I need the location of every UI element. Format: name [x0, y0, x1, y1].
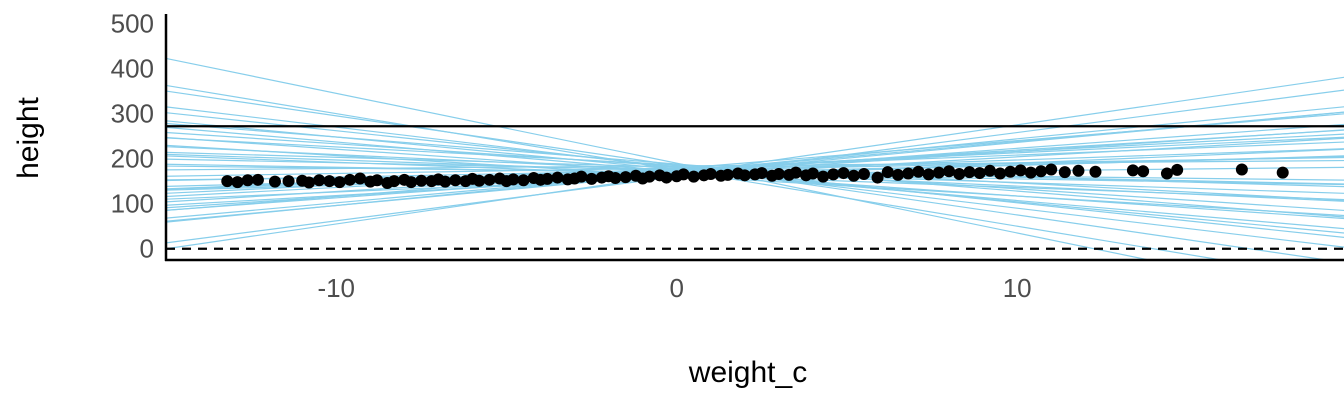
data-point-61: [772, 167, 785, 180]
y-tick-label: 200: [111, 144, 154, 174]
data-point-74: [902, 167, 915, 180]
data-point-97: [1276, 166, 1289, 179]
y-axis-label: height: [12, 96, 45, 178]
x-tick-label: 10: [1003, 273, 1032, 303]
y-tick-label: 400: [111, 54, 154, 84]
x-ticks: -10 0 10: [317, 273, 1031, 303]
data-point-65: [806, 167, 819, 180]
prior-line-2: [166, 76, 1344, 250]
data-point-30: [507, 173, 520, 186]
data-point-85: [1014, 164, 1027, 177]
data-point-77: [932, 166, 945, 179]
plot-area: [166, 57, 1344, 260]
data-point-22: [439, 175, 452, 188]
data-point-72: [881, 166, 894, 179]
data-point-2: [241, 174, 254, 187]
data-point-31: [517, 174, 530, 187]
data-point-69: [847, 169, 860, 182]
data-point-43: [619, 171, 632, 184]
y-tick-label: 500: [111, 9, 154, 39]
data-point-5: [282, 175, 295, 188]
data-point-55: [721, 168, 734, 181]
data-points: [221, 163, 1289, 189]
data-point-59: [755, 167, 768, 180]
y-tick-label: 100: [111, 189, 154, 219]
data-point-48: [660, 171, 673, 184]
data-point-75: [912, 165, 925, 178]
reference-lines: [166, 125, 1344, 250]
data-point-87: [1034, 165, 1047, 178]
data-point-82: [983, 164, 996, 177]
data-point-92: [1126, 164, 1139, 177]
data-point-27: [483, 173, 496, 186]
data-point-38: [575, 170, 588, 183]
data-point-34: [541, 172, 554, 185]
data-point-68: [837, 167, 850, 180]
data-point-84: [1004, 165, 1017, 178]
data-point-19: [415, 174, 428, 187]
data-point-23: [449, 174, 462, 187]
x-tick-label: -10: [317, 273, 355, 303]
data-point-8: [313, 174, 326, 187]
prior-line-33: [166, 111, 1344, 222]
data-point-51: [687, 170, 700, 183]
data-point-35: [551, 171, 564, 184]
data-point-88: [1045, 163, 1058, 176]
data-point-3: [251, 173, 264, 186]
data-point-78: [943, 165, 956, 178]
data-point-96: [1235, 163, 1248, 176]
data-point-66: [817, 170, 830, 183]
prior-line-10: [166, 144, 1344, 217]
data-point-46: [643, 170, 656, 183]
data-point-91: [1089, 165, 1102, 178]
y-tick-label: 0: [140, 234, 154, 264]
data-point-71: [871, 171, 884, 184]
data-point-67: [827, 168, 840, 181]
data-point-10: [333, 176, 346, 189]
data-point-90: [1072, 164, 1085, 177]
y-ticks: 0 100 200 300 400 500: [111, 9, 154, 264]
data-point-63: [789, 166, 802, 179]
data-point-93: [1137, 165, 1150, 178]
data-point-95: [1171, 163, 1184, 176]
data-point-4: [268, 175, 281, 188]
axes: [164, 14, 1344, 262]
data-point-86: [1024, 166, 1037, 179]
data-point-83: [994, 167, 1007, 180]
data-point-1: [231, 176, 244, 189]
data-point-0: [221, 175, 234, 188]
data-point-16: [388, 175, 401, 188]
data-point-80: [963, 166, 976, 179]
data-point-39: [585, 172, 598, 185]
data-point-94: [1160, 167, 1173, 180]
data-point-14: [371, 174, 384, 187]
data-point-79: [953, 167, 966, 180]
data-point-11: [343, 173, 356, 186]
data-point-89: [1058, 166, 1071, 179]
y-tick-label: 300: [111, 99, 154, 129]
data-point-73: [891, 168, 904, 181]
data-point-76: [922, 168, 935, 181]
data-point-42: [609, 172, 622, 185]
data-point-9: [323, 175, 336, 188]
x-axis-label: weight_c: [688, 356, 807, 389]
data-point-81: [973, 167, 986, 180]
data-point-12: [354, 172, 367, 185]
data-point-53: [704, 167, 717, 180]
data-point-57: [738, 169, 751, 182]
data-point-7: [302, 176, 315, 189]
x-tick-label: 0: [669, 273, 683, 303]
data-point-26: [473, 174, 486, 187]
data-point-18: [405, 176, 418, 189]
data-point-50: [677, 168, 690, 181]
data-point-70: [857, 167, 870, 180]
